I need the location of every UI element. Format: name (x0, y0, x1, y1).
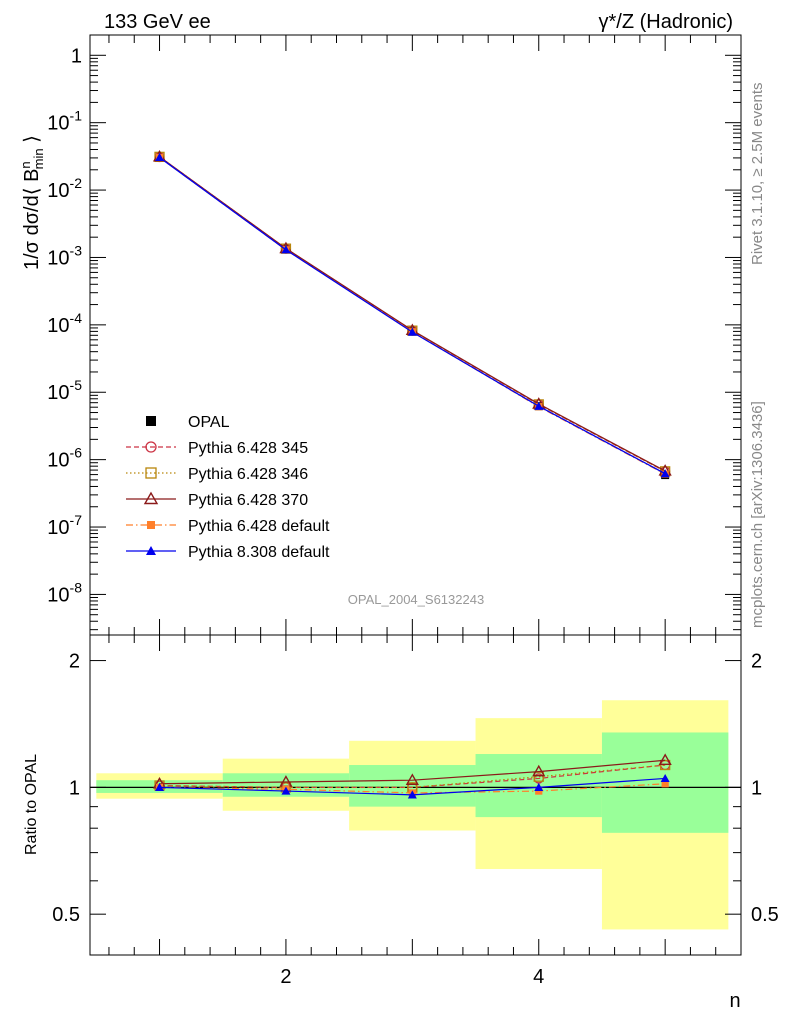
data-point (407, 327, 417, 336)
y-tick-label: 10-1 (47, 108, 82, 135)
x-axis-title: n (729, 990, 740, 1012)
ratio-y-tick-label: 1 (69, 777, 80, 799)
legend-marker (145, 441, 157, 453)
y-tick-label: 10-2 (47, 175, 82, 202)
ratio-point (155, 782, 165, 791)
rivet-info-label: Rivet 3.1.10, ≥ 2.5M events (749, 83, 766, 266)
series-line (159, 156, 666, 472)
ratio-series (152, 753, 672, 799)
legend-marker (143, 491, 159, 505)
header-process-suffix: (Hadronic) (634, 11, 733, 33)
ratio-point (660, 773, 670, 783)
y-tick-label: 10-6 (47, 445, 82, 472)
ratio-point (658, 753, 672, 765)
legend-label: Pythia 6.428 default (188, 518, 330, 535)
series-line (159, 156, 666, 472)
data-point (155, 152, 165, 162)
main-series (152, 149, 672, 480)
legend-label: Pythia 6.428 346 (188, 466, 308, 483)
header-left-label: 133 GeV ee (104, 11, 211, 33)
ratio-y-tick-label-right: 1 (751, 777, 762, 799)
ratio-plot-frame (89, 634, 742, 956)
header-right-label: γ*/Z (Hadronic) (599, 11, 733, 33)
ratio-point (281, 786, 291, 795)
ratio-point (407, 790, 417, 799)
ratio-point (533, 771, 544, 782)
mcplots-info-label: mcplots.cern.ch [arXiv:1306.3436] (749, 401, 766, 628)
ratio-y-tick-label: 2 (69, 651, 80, 673)
ratio-y-tick-label-right: 2 (751, 651, 762, 673)
band-inner (349, 765, 476, 807)
data-point (534, 401, 544, 410)
legend-marker (147, 521, 155, 529)
series-line (159, 156, 666, 475)
ratio-y-tick-label-right: 0.5 (751, 904, 779, 926)
ratio-line (159, 764, 666, 788)
header-process: γ*/Z (599, 11, 635, 33)
data-point (281, 245, 291, 254)
legend-marker (146, 546, 156, 555)
y-tick-label: 10-8 (47, 579, 82, 606)
main-y-axis-title: 1/σ dσ/d⟨ Bnmin ⟩ (18, 135, 46, 270)
ratio-line (159, 759, 666, 785)
legend: OPAL Pythia 6.428 345 Pythia 6.428 346 Pyth… (126, 414, 330, 561)
axis-ticks: 1 10-1 10-2 10-3 10-4 10-5 10-6 10-7 10-8 0.5 0.5 1… (47, 34, 779, 988)
series-line (159, 156, 666, 475)
ratio-y-tick-label: 0.5 (52, 904, 80, 926)
data-point (660, 469, 670, 478)
x-tick-label: 4 (533, 966, 544, 988)
ratio-point (405, 773, 419, 785)
legend-marker (146, 416, 156, 426)
ratio-uncertainty-bands (90, 700, 741, 930)
band-inner (222, 773, 350, 797)
ratio-y-axis-title: Ratio to OPAL (23, 754, 40, 855)
series-line (159, 156, 666, 472)
ratio-point (534, 782, 544, 791)
ratio-point (532, 764, 546, 777)
y-tick-label: 1 (71, 45, 82, 67)
legend-label: Pythia 8.308 default (188, 544, 330, 561)
y-tick-label: 10-7 (47, 512, 82, 539)
legend-marker (145, 467, 157, 479)
y-tick-label: 10-5 (47, 377, 82, 404)
legend-label: OPAL (188, 414, 230, 431)
legend-label: Pythia 6.428 370 (188, 492, 308, 509)
analysis-watermark: OPAL_2004_S6132243 (348, 592, 484, 607)
ratio-point (535, 787, 543, 795)
y-tick-label: 10-3 (47, 242, 82, 269)
x-tick-label: 2 (280, 966, 291, 988)
ratio-point (661, 780, 669, 788)
y-tick-label: 10-4 (47, 310, 82, 337)
legend-label: Pythia 6.428 345 (188, 440, 308, 457)
